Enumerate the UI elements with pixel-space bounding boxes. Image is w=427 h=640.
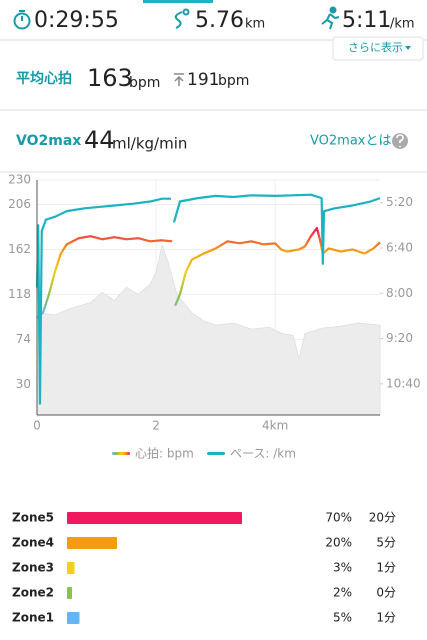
chart: 30 74 118 162 206 230 5:20 6:40 8:00 9:20 10:40 0 2 4…	[8, 173, 421, 461]
zone-bar	[67, 537, 117, 549]
zone-percent: 3%	[333, 561, 352, 575]
runner-icon	[321, 6, 340, 30]
heart-rate-max-unit: bpm	[218, 73, 249, 89]
y2-tick-label: 9:20	[386, 331, 413, 345]
x-tick-label: 0	[33, 419, 41, 433]
area	[36, 243, 381, 416]
y2-tick-label: 5:20	[386, 195, 413, 209]
zone-time: 1分	[376, 561, 396, 575]
route-icon	[174, 8, 190, 29]
zone-bar	[67, 512, 242, 524]
zones: Zone5 70% 20分 Zone4 20% 5分 Zone3 3% 1分 Zone2 2% 0分 Z…	[12, 511, 396, 625]
zone-percent: 70%	[325, 511, 352, 525]
more-button-label[interactable]: さらに表示	[348, 40, 403, 54]
more-button-bg[interactable]	[332, 36, 424, 61]
zone-name: Zone5	[12, 511, 54, 525]
heart-rate-average: 163	[87, 64, 133, 92]
line	[35, 193, 381, 405]
distance: 5.76	[195, 8, 244, 33]
zone-name: Zone3	[12, 561, 54, 575]
legend-label: ペース: /km	[230, 447, 296, 461]
zone-time: 5分	[376, 536, 396, 550]
dropdown-arrow[interactable]	[405, 46, 411, 50]
vo2max-value: 44	[84, 126, 115, 154]
vo2max-unit: ml/kg/min	[112, 135, 187, 153]
help-icon[interactable]	[392, 133, 408, 149]
zone-percent: 20%	[325, 536, 352, 550]
y-tick-label: 74	[16, 332, 31, 346]
more-button[interactable]: さらに表示	[332, 36, 424, 61]
line	[36, 226, 381, 319]
pace: 5:11	[342, 8, 391, 33]
y-tick-label: 230	[8, 173, 31, 187]
vo2max-label: VO2max	[16, 133, 81, 149]
zone-percent: 2%	[333, 586, 352, 600]
heart-rate-label: 平均心拍	[16, 70, 72, 87]
y2-tick-label: 8:00	[386, 286, 413, 300]
y2-tick-label: 6:40	[386, 240, 413, 254]
zone-time: 0分	[376, 586, 396, 600]
zone-name: Zone4	[12, 536, 54, 550]
heart-rate-average-unit: bpm	[129, 75, 160, 91]
y-tick-label: 162	[8, 242, 31, 256]
y-tick-label: 206	[8, 197, 31, 211]
distance-unit: km	[245, 17, 265, 32]
tab-indicator	[143, 0, 213, 3]
legend-swatch	[112, 452, 130, 455]
y-tick-label: 30	[16, 377, 31, 391]
stopwatch-icon	[13, 10, 31, 30]
legend-swatch	[207, 452, 225, 455]
zone-bar	[67, 587, 72, 599]
x-tick-label: 4km	[262, 419, 288, 433]
zone-percent: 5%	[333, 611, 352, 625]
zone-name: Zone1	[12, 611, 54, 625]
y2-tick-label: 10:40	[386, 376, 421, 390]
duration: 0:29:55	[34, 8, 119, 33]
zone-time: 1分	[376, 611, 396, 625]
y-tick-label: 118	[8, 287, 31, 301]
zone-time: 20分	[369, 511, 396, 525]
heart-rate-max: 191	[187, 70, 219, 90]
max-icon	[174, 73, 184, 86]
pace-unit: /km	[390, 17, 415, 32]
x-tick-label: 2	[152, 419, 160, 433]
zone-name: Zone2	[12, 586, 54, 600]
legend-label: 心拍: bpm	[135, 446, 194, 461]
zone-bar	[67, 562, 75, 574]
zone-bar	[67, 612, 80, 624]
vo2max-link[interactable]: VO2maxとは	[310, 134, 392, 149]
